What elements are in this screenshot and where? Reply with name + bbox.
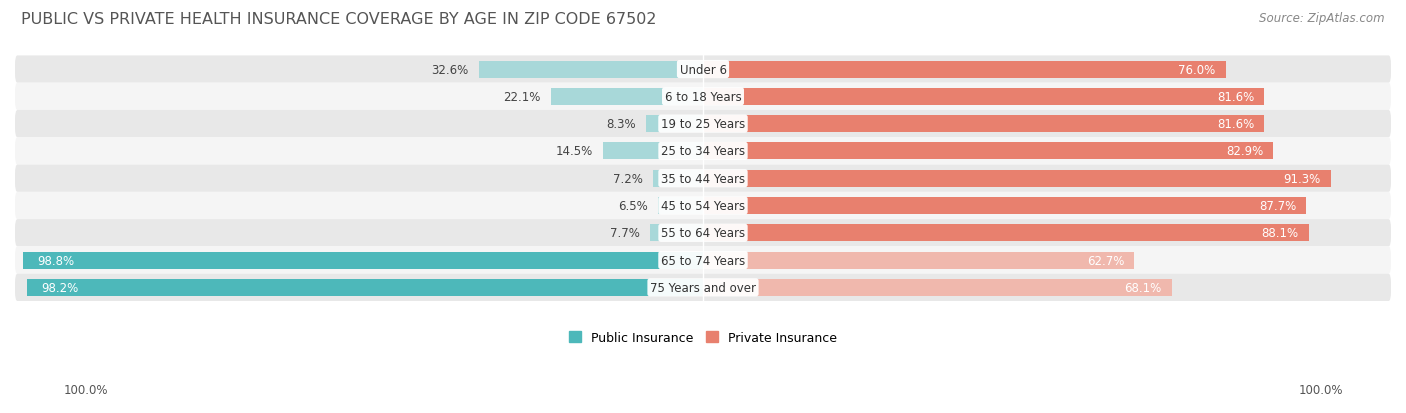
- Text: 98.8%: 98.8%: [37, 254, 75, 267]
- Text: 55 to 64 Years: 55 to 64 Years: [661, 227, 745, 240]
- Text: 19 to 25 Years: 19 to 25 Years: [661, 118, 745, 131]
- Bar: [703, 89, 1264, 106]
- Bar: [645, 116, 703, 133]
- Bar: [478, 62, 703, 78]
- Text: 25 to 34 Years: 25 to 34 Years: [661, 145, 745, 158]
- Text: Source: ZipAtlas.com: Source: ZipAtlas.com: [1260, 12, 1385, 25]
- Bar: [24, 252, 703, 269]
- Text: 8.3%: 8.3%: [606, 118, 636, 131]
- Text: 87.7%: 87.7%: [1258, 199, 1296, 212]
- Text: PUBLIC VS PRIVATE HEALTH INSURANCE COVERAGE BY AGE IN ZIP CODE 67502: PUBLIC VS PRIVATE HEALTH INSURANCE COVER…: [21, 12, 657, 27]
- Bar: [603, 143, 703, 160]
- Bar: [703, 225, 1309, 242]
- Text: 88.1%: 88.1%: [1261, 227, 1299, 240]
- FancyBboxPatch shape: [15, 220, 1391, 247]
- Text: 75 Years and over: 75 Years and over: [650, 281, 756, 294]
- FancyBboxPatch shape: [15, 274, 1391, 301]
- Text: 91.3%: 91.3%: [1284, 172, 1320, 185]
- FancyBboxPatch shape: [15, 111, 1391, 138]
- Text: 82.9%: 82.9%: [1226, 145, 1263, 158]
- FancyBboxPatch shape: [15, 138, 1391, 165]
- Bar: [703, 62, 1226, 78]
- Bar: [650, 225, 703, 242]
- Bar: [551, 89, 703, 106]
- Text: 35 to 44 Years: 35 to 44 Years: [661, 172, 745, 185]
- Text: 98.2%: 98.2%: [41, 281, 79, 294]
- Legend: Public Insurance, Private Insurance: Public Insurance, Private Insurance: [564, 326, 842, 349]
- Text: 32.6%: 32.6%: [432, 63, 468, 76]
- Bar: [703, 170, 1331, 187]
- Text: 100.0%: 100.0%: [1298, 384, 1343, 396]
- Text: 7.2%: 7.2%: [613, 172, 643, 185]
- Text: 68.1%: 68.1%: [1123, 281, 1161, 294]
- Text: 6 to 18 Years: 6 to 18 Years: [665, 90, 741, 104]
- Text: 100.0%: 100.0%: [63, 384, 108, 396]
- Text: 62.7%: 62.7%: [1087, 254, 1123, 267]
- Bar: [658, 197, 703, 214]
- FancyBboxPatch shape: [15, 165, 1391, 192]
- Text: 65 to 74 Years: 65 to 74 Years: [661, 254, 745, 267]
- Bar: [703, 143, 1274, 160]
- Text: 81.6%: 81.6%: [1216, 118, 1254, 131]
- FancyBboxPatch shape: [15, 247, 1391, 274]
- Text: 76.0%: 76.0%: [1178, 63, 1216, 76]
- Text: Under 6: Under 6: [679, 63, 727, 76]
- Bar: [703, 252, 1135, 269]
- Text: 45 to 54 Years: 45 to 54 Years: [661, 199, 745, 212]
- Bar: [703, 197, 1306, 214]
- Text: 81.6%: 81.6%: [1216, 90, 1254, 104]
- Bar: [703, 116, 1264, 133]
- Text: 22.1%: 22.1%: [503, 90, 541, 104]
- Text: 7.7%: 7.7%: [610, 227, 640, 240]
- Bar: [27, 279, 703, 296]
- FancyBboxPatch shape: [15, 56, 1391, 83]
- FancyBboxPatch shape: [15, 192, 1391, 220]
- Bar: [703, 279, 1171, 296]
- Text: 14.5%: 14.5%: [555, 145, 593, 158]
- FancyBboxPatch shape: [15, 83, 1391, 111]
- Bar: [654, 170, 703, 187]
- Text: 6.5%: 6.5%: [619, 199, 648, 212]
